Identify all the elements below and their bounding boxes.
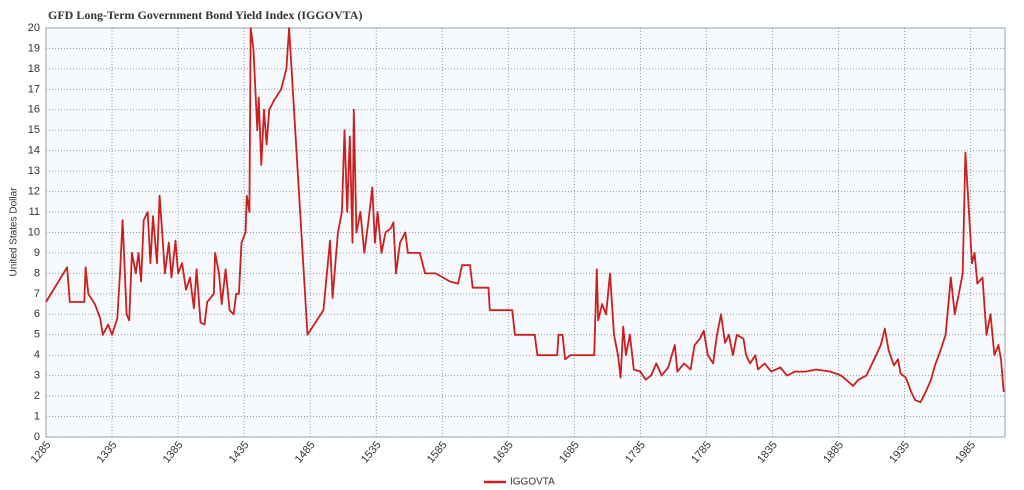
y-tick-label: 6 (34, 308, 40, 320)
y-tick-label: 5 (34, 329, 40, 341)
x-tick-label: 1285 (29, 439, 54, 465)
x-tick-label: 1685 (557, 439, 582, 465)
y-tick-label: 9 (34, 247, 40, 259)
y-tick-label: 0 (34, 431, 40, 443)
data-line (45, 27, 1005, 404)
y-tick-label: 16 (28, 104, 40, 116)
x-tick-label: 1435 (227, 439, 252, 465)
y-tick-label: 4 (34, 349, 40, 361)
y-tick-label: 20 (28, 22, 40, 34)
x-tick-label: 1485 (293, 439, 318, 465)
plot-area (45, 27, 1006, 438)
y-tick-label: 13 (28, 165, 40, 177)
y-tick-label: 7 (34, 288, 40, 300)
x-tick-label: 1885 (821, 439, 846, 465)
x-tick-label: 1385 (161, 439, 186, 465)
y-tick-label: 1 (34, 410, 40, 422)
x-tick-label: 1935 (887, 439, 912, 465)
x-tick-label: 1335 (95, 439, 120, 465)
y-tick-label: 17 (28, 83, 40, 95)
x-tick-label: 1535 (359, 439, 384, 465)
legend-label: IGGOVTA (510, 477, 555, 488)
x-tick-label: 1735 (623, 439, 648, 465)
y-tick-label: 15 (28, 124, 40, 136)
y-axis-label: United States Dollar (9, 187, 20, 277)
x-tick-label: 1785 (689, 439, 714, 465)
y-tick-label: 10 (28, 226, 40, 238)
y-tick-label: 19 (28, 42, 40, 54)
y-tick-label: 14 (28, 145, 40, 157)
y-tick-label: 18 (28, 63, 40, 75)
x-tick-label: 1835 (755, 439, 780, 465)
y-tick-label: 11 (29, 206, 40, 218)
y-tick-label: 2 (34, 390, 40, 402)
y-tick-label: 12 (28, 186, 40, 198)
x-tick-label: 1635 (491, 439, 516, 465)
y-tick-label: 8 (34, 267, 40, 279)
x-tick-label: 1985 (953, 439, 978, 465)
x-tick-label: 1585 (425, 439, 450, 465)
y-tick-label: 3 (34, 370, 40, 382)
chart-title: GFD Long-Term Government Bond Yield Inde… (48, 8, 362, 22)
